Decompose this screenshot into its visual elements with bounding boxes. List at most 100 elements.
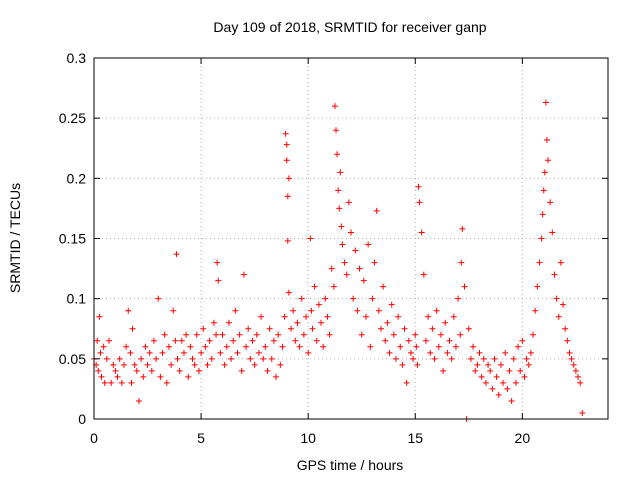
data-point — [191, 361, 198, 368]
data-point — [202, 343, 209, 350]
data-point — [345, 199, 352, 206]
data-point — [392, 355, 399, 362]
data-point — [495, 391, 502, 398]
data-point — [341, 259, 348, 266]
y-tick-label: 0 — [78, 411, 86, 427]
data-point — [320, 343, 327, 350]
data-point — [234, 349, 241, 356]
data-point — [118, 379, 125, 386]
data-point — [452, 343, 459, 350]
data-point — [577, 379, 584, 386]
data-point — [555, 313, 562, 320]
data-point — [478, 373, 485, 380]
data-point — [138, 355, 145, 362]
data-point — [547, 199, 554, 206]
data-point — [527, 349, 534, 356]
data-point — [545, 157, 552, 164]
data-point — [140, 373, 147, 380]
data-point — [116, 355, 123, 362]
data-point — [457, 331, 464, 338]
data-point — [435, 343, 442, 350]
data-point — [429, 325, 436, 332]
data-point — [564, 337, 571, 344]
data-point — [284, 237, 291, 244]
data-point — [300, 331, 307, 338]
data-point — [500, 379, 507, 386]
data-point — [238, 367, 245, 374]
data-point — [305, 349, 312, 356]
data-point — [388, 301, 395, 308]
data-point — [100, 343, 107, 350]
data-point — [538, 235, 545, 242]
y-axis-title: SRMTID / TECUs — [7, 183, 23, 293]
data-point — [273, 373, 280, 380]
data-point — [230, 337, 237, 344]
data-point — [105, 337, 112, 344]
data-point — [283, 141, 290, 148]
data-point — [386, 349, 393, 356]
x-tick-label: 20 — [515, 430, 531, 446]
data-point — [173, 251, 180, 258]
data-point — [401, 325, 408, 332]
data-point — [187, 343, 194, 350]
data-point — [407, 349, 414, 356]
data-point — [337, 169, 344, 176]
data-point — [251, 361, 258, 368]
data-point — [334, 151, 341, 158]
data-point — [420, 271, 427, 278]
data-point — [336, 205, 343, 212]
data-point — [236, 331, 243, 338]
data-point — [330, 283, 337, 290]
data-point — [525, 361, 532, 368]
data-point — [541, 169, 548, 176]
data-point — [575, 373, 582, 380]
data-point — [282, 130, 289, 137]
data-point — [131, 361, 138, 368]
data-point — [413, 343, 420, 350]
data-point — [279, 343, 286, 350]
data-point — [172, 337, 179, 344]
chart-title: Day 109 of 2018, SRMTID for receiver gan… — [213, 19, 486, 35]
data-point — [375, 307, 382, 314]
data-point — [135, 397, 142, 404]
data-point — [120, 361, 127, 368]
data-point — [440, 367, 447, 374]
data-point — [543, 136, 550, 143]
data-point — [380, 283, 387, 290]
data-point — [470, 343, 477, 350]
data-point — [193, 331, 200, 338]
data-point — [338, 223, 345, 230]
y-tick-label: 0.2 — [67, 170, 87, 186]
data-point — [163, 379, 170, 386]
data-point — [458, 259, 465, 266]
data-point — [557, 259, 564, 266]
data-point — [168, 361, 175, 368]
data-point — [266, 325, 273, 332]
y-tick-label: 0.15 — [59, 231, 86, 247]
data-point — [183, 331, 190, 338]
data-point — [339, 241, 346, 248]
data-point — [403, 379, 410, 386]
x-tick-label: 10 — [300, 430, 316, 446]
data-point — [360, 277, 367, 284]
data-point — [108, 379, 115, 386]
data-point — [328, 265, 335, 272]
data-point — [390, 331, 397, 338]
data-point — [343, 271, 350, 278]
data-point — [356, 265, 363, 272]
data-point — [333, 127, 340, 134]
data-point — [442, 319, 449, 326]
data-point — [284, 193, 291, 200]
data-point — [476, 349, 483, 356]
data-point — [362, 313, 369, 320]
y-tick-label: 0.1 — [67, 291, 87, 307]
data-point — [285, 289, 292, 296]
data-point — [508, 397, 515, 404]
data-point — [455, 295, 462, 302]
data-point — [326, 331, 333, 338]
data-point — [427, 349, 434, 356]
data-point — [570, 361, 577, 368]
data-point — [414, 361, 421, 368]
data-point — [568, 355, 575, 362]
data-point — [125, 307, 132, 314]
